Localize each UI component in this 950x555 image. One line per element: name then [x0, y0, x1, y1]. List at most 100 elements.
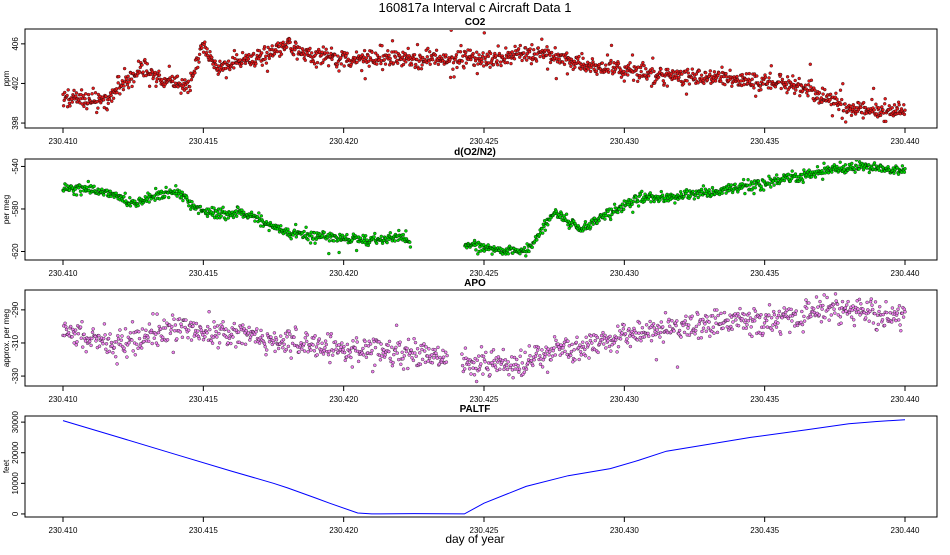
data-point: [401, 367, 406, 371]
data-point: [878, 113, 883, 118]
data-point: [616, 210, 620, 215]
data-point: [207, 310, 211, 314]
data-point: [203, 40, 207, 44]
data-point: [144, 328, 148, 332]
data-point: [441, 355, 446, 359]
data-point: [424, 345, 428, 349]
data-point: [874, 102, 878, 106]
data-point: [474, 366, 478, 371]
data-point: [780, 316, 784, 320]
data-point: [701, 184, 706, 188]
data-point: [326, 64, 331, 68]
data-point: [315, 353, 319, 357]
data-point: [783, 86, 787, 90]
data-point: [607, 344, 612, 349]
data-point: [873, 300, 878, 304]
data-point: [303, 234, 308, 238]
data-point: [480, 60, 484, 64]
data-point: [622, 79, 626, 83]
panel-4: PALTF feet 230.410 230.415 230.420 230.425 230…: [2, 404, 938, 535]
data-point: [288, 40, 292, 44]
data-point: [66, 88, 70, 92]
data-point: [861, 307, 865, 311]
data-point: [415, 57, 419, 62]
data-point: [666, 67, 670, 72]
data-point: [697, 322, 701, 326]
data-point: [827, 318, 831, 322]
data-point: [270, 44, 274, 48]
data-point: [801, 180, 805, 185]
data-point: [817, 313, 821, 317]
data-point: [750, 334, 754, 339]
data-point: [517, 370, 521, 374]
data-point: [561, 60, 565, 64]
data-point: [785, 91, 789, 95]
data-point: [729, 183, 733, 187]
panel-title: PALTF: [460, 404, 491, 415]
y-axis-label: approx. per meg: [2, 309, 11, 367]
data-point: [712, 70, 717, 74]
data-point: [371, 369, 375, 374]
data-point: [821, 303, 825, 308]
data-point: [505, 60, 510, 65]
data-point: [339, 345, 343, 349]
data-point: [266, 45, 270, 50]
data-point: [458, 50, 463, 54]
data-point: [208, 50, 212, 54]
data-point: [584, 69, 588, 73]
data-point: [697, 69, 701, 73]
data-point: [197, 52, 202, 57]
data-point: [606, 339, 610, 343]
data-point: [69, 324, 73, 329]
data-point: [708, 72, 712, 77]
data-point: [131, 71, 135, 76]
data-point: [322, 230, 326, 235]
data-point: [72, 88, 76, 93]
data-point: [754, 94, 758, 98]
data-point: [316, 341, 320, 346]
data-point: [540, 348, 544, 352]
data-point: [491, 348, 496, 352]
data-point: [90, 330, 95, 334]
data-point: [881, 108, 885, 112]
data-point: [467, 367, 472, 371]
data-point: [881, 312, 885, 317]
data-point: [541, 231, 545, 235]
data-point: [97, 344, 102, 348]
data-point: [294, 222, 298, 227]
data-point: [260, 334, 265, 338]
data-point: [70, 335, 74, 339]
data-point: [168, 331, 173, 336]
data-point: [522, 370, 527, 374]
data-point: [377, 340, 381, 344]
data-point: [360, 53, 364, 57]
data-point: [865, 300, 869, 305]
data-point: [132, 80, 136, 84]
data-point: [560, 351, 564, 355]
data-point: [323, 339, 328, 343]
data-point: [180, 190, 184, 194]
data-point: [713, 79, 718, 83]
data-point: [490, 57, 495, 61]
data-point: [122, 84, 126, 88]
data-point: [448, 75, 453, 80]
data-point: [243, 342, 248, 346]
data-point: [740, 317, 744, 321]
data-point: [170, 313, 175, 317]
data-point: [532, 358, 536, 362]
panel-frame: [24, 415, 938, 518]
x-tick-label: 230.420: [329, 269, 358, 278]
data-point: [724, 71, 728, 76]
y-tick-label: -620: [11, 243, 20, 260]
data-point: [871, 86, 876, 91]
data-point: [562, 343, 566, 347]
data-point: [683, 319, 687, 323]
data-point: [289, 356, 293, 360]
data-point: [474, 379, 479, 384]
data-point: [227, 329, 231, 333]
data-point: [696, 195, 700, 200]
data-point: [548, 350, 552, 354]
data-point: [138, 70, 142, 74]
